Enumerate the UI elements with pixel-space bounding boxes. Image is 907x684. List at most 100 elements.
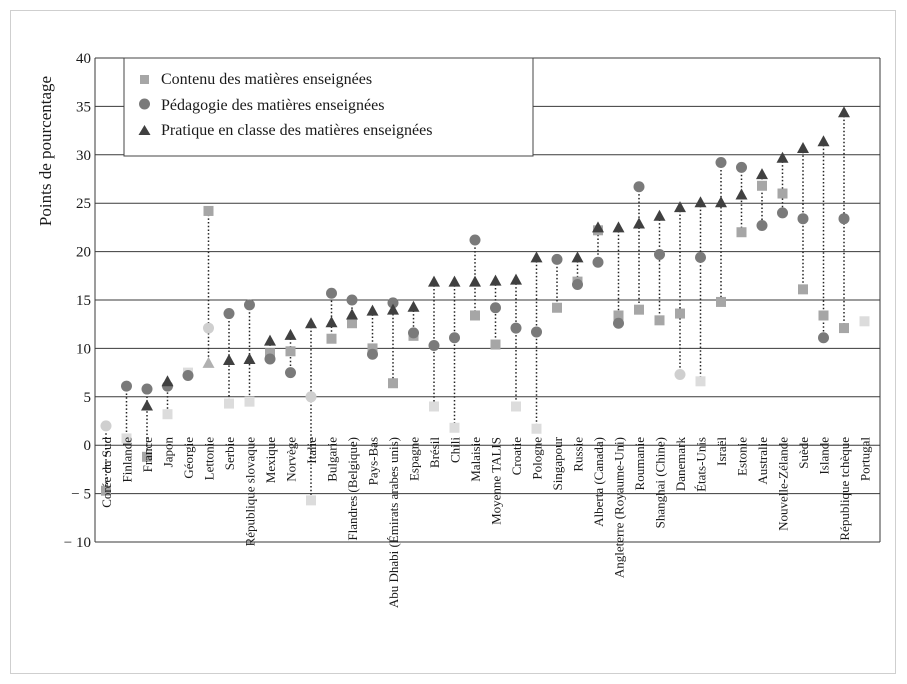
circle-marker: [613, 317, 624, 329]
x-tick-label: Estonie: [735, 437, 750, 476]
circle-marker: [203, 322, 214, 334]
x-tick-labels: Corée du Sud Finlande France Japon Géorgie Le…: [99, 436, 873, 608]
chart: − 10 − 5 0 5 10 15 20 25 30 35 40 Points de pource…: [36, 51, 881, 608]
circle-marker: [449, 332, 460, 344]
triangle-marker: [694, 196, 707, 208]
y-tick-label: 20: [76, 245, 91, 261]
x-tick-label: France: [140, 437, 155, 473]
data-markers: [100, 106, 870, 506]
x-tick-label: Portugal: [858, 437, 873, 481]
x-tick-label: Singapour: [550, 436, 565, 490]
legend-square-marker: [140, 75, 149, 84]
square-marker: [675, 308, 685, 319]
legend-label-pratique: Pratique en classe des matières enseigné…: [161, 122, 432, 139]
y-tick-label: 35: [76, 99, 91, 115]
square-marker: [142, 451, 152, 462]
circle-marker: [838, 213, 850, 225]
x-tick-label: Suède: [796, 437, 811, 469]
square-marker: [306, 495, 316, 506]
x-tick-label: République tchèque: [837, 437, 852, 541]
circle-marker: [592, 256, 604, 268]
square-marker: [347, 318, 357, 329]
legend-box: [123, 57, 534, 157]
x-tick-label: Israël: [714, 437, 729, 466]
legend-item-pedagogie: Pédagogie des matières enseignées: [139, 97, 384, 114]
legend-label-pedagogie: Pédagogie des matières enseignées: [161, 97, 384, 114]
triangle-marker: [715, 196, 727, 208]
square-marker: [613, 310, 624, 321]
circle-marker: [367, 348, 378, 360]
y-tick-label: 30: [76, 148, 91, 164]
x-tick-label: Mexique: [263, 437, 278, 483]
x-tick-label: Lettonie: [202, 437, 217, 481]
x-tick-label: Pologne: [530, 437, 545, 480]
y-tick-label: 5: [84, 390, 92, 406]
triangle-marker: [284, 328, 297, 340]
circle-marker: [818, 332, 829, 344]
triangle-marker: [305, 317, 317, 329]
x-tick-label: Australie: [755, 437, 770, 485]
square-marker: [634, 304, 644, 315]
y-tick-label: 40: [76, 51, 91, 67]
legend-item-contenu: Contenu des matières enseignées: [140, 71, 372, 88]
x-tick-label: Pays-Bas: [366, 437, 381, 485]
square-marker: [367, 343, 378, 354]
square-marker: [798, 284, 808, 295]
triangle-marker: [202, 356, 215, 368]
square-marker: [121, 433, 132, 444]
triangle-marker: [141, 399, 153, 411]
circle-marker: [141, 383, 153, 395]
square-marker: [203, 205, 214, 216]
x-tick-label: Shanghai (Chine): [653, 437, 668, 528]
square-marker: [449, 422, 460, 433]
circle-marker: [100, 420, 112, 432]
circle-marker: [387, 297, 399, 309]
circle-marker: [736, 161, 747, 173]
circle-marker: [408, 327, 419, 339]
triangle-marker: [530, 251, 543, 263]
circle-marker: [121, 380, 132, 392]
circle-marker: [715, 157, 727, 169]
circle-marker: [777, 207, 788, 219]
legend-triangle-marker: [138, 125, 151, 135]
x-tick-label: Chili: [448, 437, 463, 463]
circle-marker: [654, 249, 665, 261]
square-marker: [757, 180, 767, 191]
square-marker: [777, 188, 788, 199]
square-marker: [695, 376, 706, 387]
circle-marker: [305, 391, 317, 403]
x-tick-label: Brésil: [427, 437, 442, 468]
square-marker: [470, 310, 480, 321]
triangle-marker: [592, 221, 604, 233]
triangle-marker: [510, 273, 522, 285]
x-tick-label: Flandres (Belgique): [345, 437, 360, 541]
circle-marker: [797, 213, 809, 225]
x-tick-label: Malaisie: [468, 437, 483, 482]
legend: Contenu des matières enseignées Pédagogi…: [123, 57, 534, 157]
square-marker: [859, 316, 870, 327]
x-tick-label: Nouvelle-Zélande: [776, 437, 791, 531]
circle-marker: [182, 370, 194, 382]
y-tick-label: − 10: [64, 535, 91, 551]
x-tick-label: Russie: [571, 437, 586, 472]
y-tick-label: 15: [76, 293, 91, 309]
square-marker: [654, 315, 665, 326]
triangle-marker: [489, 274, 502, 286]
triangle-marker: [387, 303, 399, 315]
square-marker: [716, 296, 726, 307]
square-marker: [490, 339, 501, 350]
triangle-marker: [407, 300, 420, 312]
square-marker: [429, 401, 439, 412]
circle-marker: [469, 234, 481, 246]
triangle-marker: [735, 188, 748, 200]
y-tick-labels: − 10 − 5 0 5 10 15 20 25 30 35 40: [64, 51, 91, 551]
triangle-marker: [797, 142, 809, 154]
circle-marker: [244, 299, 255, 311]
square-marker: [736, 227, 747, 238]
x-tick-label: États-Unis: [694, 437, 709, 492]
square-marker: [531, 423, 542, 434]
triangle-marker: [571, 251, 584, 263]
triangle-marker: [776, 151, 789, 163]
triangle-marker: [674, 201, 686, 213]
circle-marker: [223, 308, 235, 320]
